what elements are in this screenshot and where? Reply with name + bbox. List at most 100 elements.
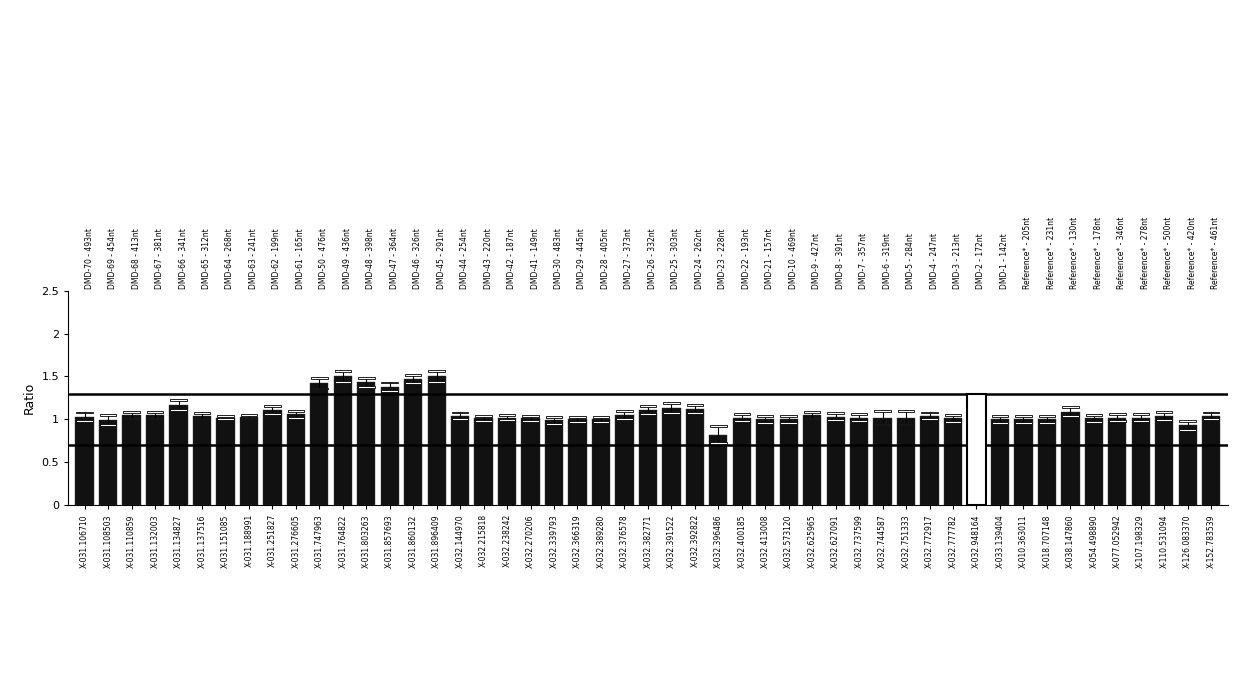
Bar: [1202, 416, 1220, 505]
Bar: [780, 422, 797, 424]
Bar: [123, 415, 140, 505]
Bar: [1014, 419, 1033, 505]
Bar: [429, 381, 445, 383]
Bar: [99, 420, 118, 505]
Bar: [264, 413, 280, 415]
Bar: [123, 417, 140, 419]
Bar: [1203, 419, 1219, 420]
Bar: [522, 415, 539, 417]
Bar: [687, 412, 703, 415]
Bar: [1109, 420, 1126, 422]
Bar: [591, 419, 610, 505]
Bar: [263, 410, 281, 505]
Bar: [898, 424, 914, 426]
Bar: [663, 402, 680, 404]
Bar: [1039, 415, 1055, 417]
Bar: [945, 414, 961, 416]
Bar: [239, 417, 258, 505]
Bar: [780, 415, 797, 417]
Bar: [1156, 410, 1173, 412]
Bar: [945, 421, 961, 423]
Bar: [734, 420, 750, 422]
Bar: [475, 420, 492, 422]
Bar: [76, 417, 94, 505]
Bar: [921, 419, 937, 420]
Bar: [897, 418, 915, 505]
Bar: [1016, 415, 1032, 417]
Bar: [851, 413, 867, 415]
Bar: [1203, 412, 1219, 413]
Bar: [967, 394, 986, 505]
Bar: [992, 422, 1008, 424]
Bar: [123, 410, 140, 412]
Bar: [1016, 422, 1032, 424]
Bar: [1109, 418, 1126, 505]
Bar: [851, 420, 867, 422]
Bar: [804, 417, 821, 419]
Bar: [1085, 414, 1102, 416]
Bar: [451, 419, 469, 420]
Bar: [734, 413, 750, 415]
Bar: [711, 426, 727, 427]
Bar: [498, 414, 516, 416]
Bar: [404, 379, 423, 505]
Bar: [498, 418, 516, 505]
Bar: [1039, 422, 1055, 424]
Bar: [1132, 413, 1149, 415]
Bar: [569, 416, 585, 418]
Bar: [217, 419, 233, 420]
Bar: [170, 409, 187, 411]
Bar: [77, 412, 93, 413]
Bar: [616, 410, 632, 412]
Bar: [639, 410, 657, 505]
Bar: [804, 410, 821, 412]
Bar: [405, 383, 422, 384]
Bar: [146, 415, 164, 505]
Bar: [616, 419, 632, 420]
Bar: [640, 405, 656, 407]
Bar: [874, 424, 890, 426]
Bar: [1132, 418, 1149, 505]
Bar: [498, 419, 516, 421]
Bar: [944, 419, 962, 505]
Bar: [1063, 406, 1079, 408]
Bar: [475, 415, 492, 417]
Bar: [1178, 426, 1197, 505]
Bar: [382, 390, 398, 392]
Bar: [593, 421, 609, 423]
Bar: [569, 421, 585, 423]
Bar: [827, 417, 844, 505]
Bar: [358, 386, 374, 388]
Bar: [992, 415, 1008, 417]
Bar: [1156, 419, 1173, 421]
Bar: [662, 408, 681, 505]
Bar: [311, 377, 327, 379]
Bar: [1156, 416, 1173, 505]
Bar: [216, 418, 234, 505]
Bar: [756, 415, 774, 417]
Bar: [920, 416, 939, 505]
Bar: [193, 416, 211, 505]
Bar: [311, 388, 327, 390]
Bar: [687, 404, 703, 406]
Bar: [874, 410, 890, 412]
Bar: [967, 394, 986, 505]
Bar: [310, 383, 329, 505]
Bar: [241, 414, 257, 416]
Bar: [451, 412, 469, 413]
Bar: [428, 376, 446, 505]
Bar: [217, 415, 233, 417]
Bar: [100, 414, 117, 416]
Bar: [1085, 421, 1102, 423]
Bar: [1132, 420, 1149, 422]
Bar: [358, 377, 374, 379]
Bar: [921, 412, 937, 413]
Bar: [405, 374, 422, 376]
Bar: [593, 416, 609, 418]
Bar: [546, 416, 562, 418]
Bar: [804, 415, 821, 505]
Bar: [286, 415, 305, 505]
Bar: [193, 417, 211, 419]
Bar: [756, 422, 774, 424]
Bar: [288, 410, 304, 412]
